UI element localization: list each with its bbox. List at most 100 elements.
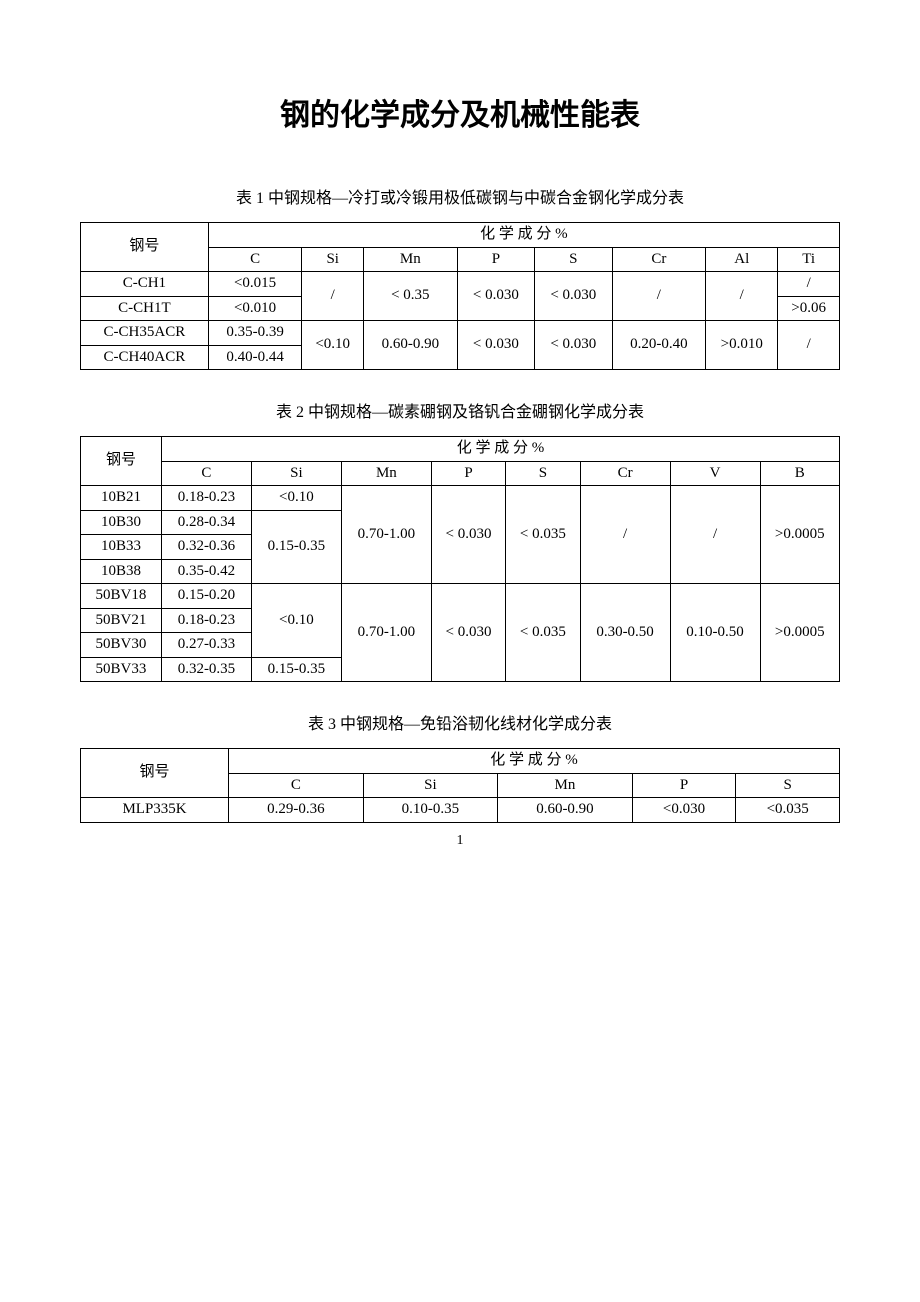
cell-si: 0.15-0.35 <box>251 510 341 584</box>
cell-c: 0.29-0.36 <box>229 798 364 823</box>
cell-v: / <box>670 486 760 584</box>
cell-c: 0.32-0.35 <box>161 657 251 682</box>
col-p: P <box>431 461 505 486</box>
cell-b: >0.0005 <box>760 584 839 682</box>
cell-c: <0.015 <box>208 272 302 297</box>
cell-c: 0.40-0.44 <box>208 345 302 370</box>
cell-steel: 50BV30 <box>81 633 162 658</box>
cell-steel: 50BV18 <box>81 584 162 609</box>
col-cr: Cr <box>580 461 670 486</box>
cell-c: 0.35-0.39 <box>208 321 302 346</box>
cell-ti: / <box>778 272 840 297</box>
cell-c: 0.15-0.20 <box>161 584 251 609</box>
table-row: 50BV18 0.15-0.20 <0.10 0.70-1.00 < 0.030… <box>81 584 840 609</box>
table-row: C Si Mn P S Cr V B <box>81 461 840 486</box>
col-mn: Mn <box>498 773 633 798</box>
cell-steel: 10B30 <box>81 510 162 535</box>
table2-caption: 表 2 中钢规格—碳素硼钢及铬钒合金硼钢化学成分表 <box>80 398 840 422</box>
col-mn: Mn <box>364 247 458 272</box>
cell-s: < 0.030 <box>535 272 612 321</box>
cell-si: 0.15-0.35 <box>251 657 341 682</box>
cell-c: <0.010 <box>208 296 302 321</box>
table-row: 钢号 化 学 成 分 % <box>81 437 840 462</box>
table-row: C-CH35ACR 0.35-0.39 <0.10 0.60-0.90 < 0.… <box>81 321 840 346</box>
cell-mn: 0.60-0.90 <box>498 798 633 823</box>
col-s: S <box>535 247 612 272</box>
cell-cr: / <box>612 272 706 321</box>
cell-p: < 0.030 <box>431 486 505 584</box>
cell-steel: 50BV33 <box>81 657 162 682</box>
cell-b: >0.0005 <box>760 486 839 584</box>
cell-steel: 10B33 <box>81 535 162 560</box>
col-si: Si <box>302 247 364 272</box>
cell-mn: 0.70-1.00 <box>341 486 431 584</box>
table3-caption: 表 3 中钢规格—免铅浴韧化线材化学成分表 <box>80 710 840 734</box>
cell-p: < 0.030 <box>457 321 534 370</box>
cell-cr: / <box>580 486 670 584</box>
col-al: Al <box>706 247 778 272</box>
cell-c: 0.35-0.42 <box>161 559 251 584</box>
cell-al: >0.010 <box>706 321 778 370</box>
col-header-steel: 钢号 <box>81 749 229 798</box>
col-ti: Ti <box>778 247 840 272</box>
col-p: P <box>632 773 736 798</box>
cell-c: 0.32-0.36 <box>161 535 251 560</box>
col-b: B <box>760 461 839 486</box>
cell-cr: 0.20-0.40 <box>612 321 706 370</box>
cell-cr: 0.30-0.50 <box>580 584 670 682</box>
table-row: MLP335K 0.29-0.36 0.10-0.35 0.60-0.90 <0… <box>81 798 840 823</box>
col-si: Si <box>251 461 341 486</box>
cell-s: < 0.035 <box>506 584 580 682</box>
col-s: S <box>736 773 840 798</box>
table1: 钢号 化 学 成 分 % C Si Mn P S Cr Al Ti C-CH1 … <box>80 222 840 370</box>
cell-steel: C-CH1T <box>81 296 209 321</box>
table-row: 钢号 化 学 成 分 % <box>81 223 840 248</box>
col-c: C <box>161 461 251 486</box>
col-header-composition: 化 学 成 分 % <box>161 437 839 462</box>
col-cr: Cr <box>612 247 706 272</box>
cell-si: / <box>302 272 364 321</box>
cell-si: <0.10 <box>251 584 341 658</box>
col-si: Si <box>363 773 498 798</box>
page-number: 1 <box>80 833 840 849</box>
cell-mn: 0.60-0.90 <box>364 321 458 370</box>
cell-p: < 0.030 <box>431 584 505 682</box>
cell-si: 0.10-0.35 <box>363 798 498 823</box>
cell-steel: 10B38 <box>81 559 162 584</box>
cell-v: 0.10-0.50 <box>670 584 760 682</box>
cell-steel: 10B21 <box>81 486 162 511</box>
col-s: S <box>506 461 580 486</box>
col-p: P <box>457 247 534 272</box>
cell-s: < 0.030 <box>535 321 612 370</box>
cell-si: <0.10 <box>251 486 341 511</box>
cell-ti: >0.06 <box>778 296 840 321</box>
page-title: 钢的化学成分及机械性能表 <box>80 90 840 134</box>
col-header-composition: 化 学 成 分 % <box>229 749 840 774</box>
col-c: C <box>208 247 302 272</box>
cell-steel: C-CH40ACR <box>81 345 209 370</box>
cell-mn: 0.70-1.00 <box>341 584 431 682</box>
table3: 钢号 化 学 成 分 % C Si Mn P S MLP335K 0.29-0.… <box>80 748 840 823</box>
cell-s: < 0.035 <box>506 486 580 584</box>
table-row: 钢号 化 学 成 分 % <box>81 749 840 774</box>
cell-steel: MLP335K <box>81 798 229 823</box>
cell-steel: 50BV21 <box>81 608 162 633</box>
cell-c: 0.27-0.33 <box>161 633 251 658</box>
cell-ti: / <box>778 321 840 370</box>
table-row: 10B21 0.18-0.23 <0.10 0.70-1.00 < 0.030 … <box>81 486 840 511</box>
col-c: C <box>229 773 364 798</box>
cell-p: <0.030 <box>632 798 736 823</box>
table1-caption: 表 1 中钢规格—冷打或冷锻用极低碳钢与中碳合金钢化学成分表 <box>80 184 840 208</box>
col-v: V <box>670 461 760 486</box>
cell-p: < 0.030 <box>457 272 534 321</box>
table-row: C-CH1 <0.015 / < 0.35 < 0.030 < 0.030 / … <box>81 272 840 297</box>
cell-si: <0.10 <box>302 321 364 370</box>
cell-s: <0.035 <box>736 798 840 823</box>
col-mn: Mn <box>341 461 431 486</box>
table2: 钢号 化 学 成 分 % C Si Mn P S Cr V B 10B21 0.… <box>80 436 840 682</box>
col-header-steel: 钢号 <box>81 223 209 272</box>
cell-steel: C-CH35ACR <box>81 321 209 346</box>
col-header-steel: 钢号 <box>81 437 162 486</box>
cell-mn: < 0.35 <box>364 272 458 321</box>
cell-al: / <box>706 272 778 321</box>
